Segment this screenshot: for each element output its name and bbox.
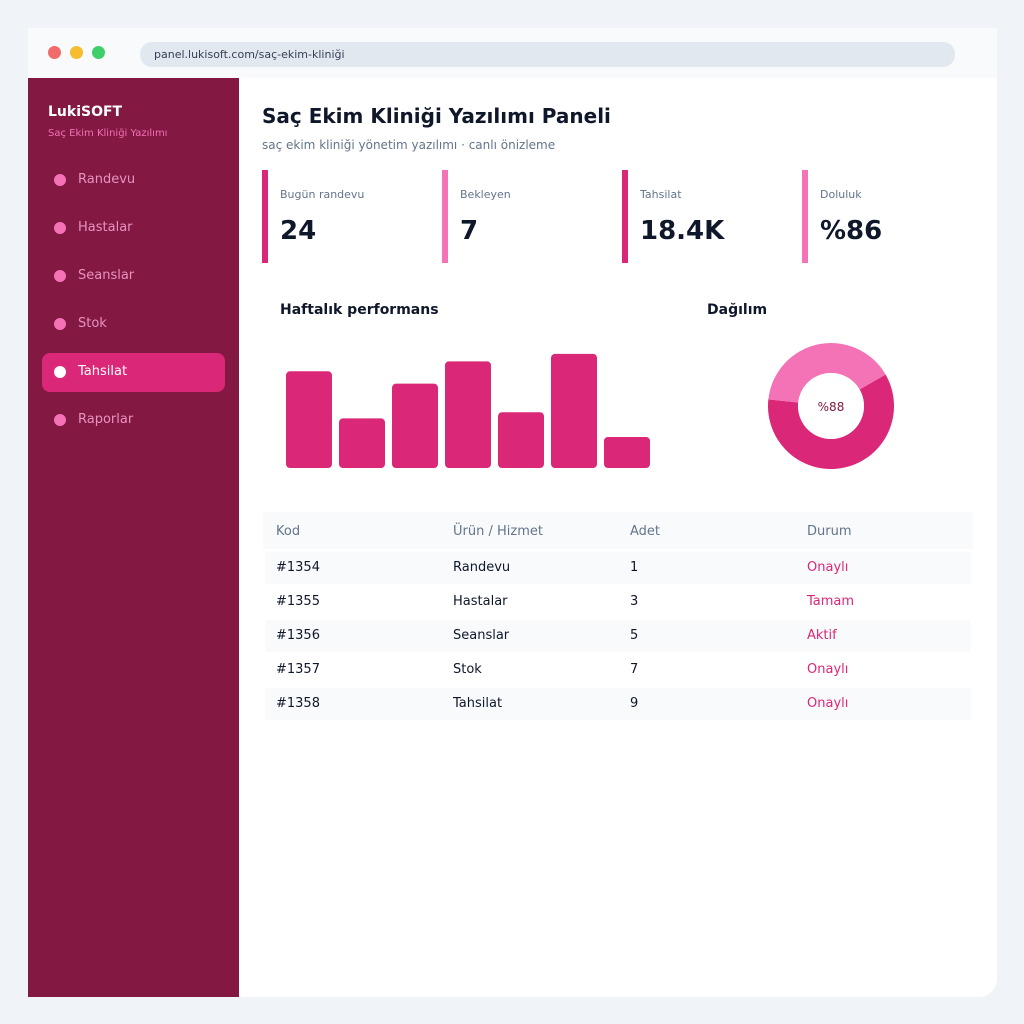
kpi-card-randevu: Bugün randevu 24 xyxy=(262,170,432,263)
brand-subtitle: Saç Ekim Kliniği Yazılımı xyxy=(48,128,168,139)
kpi-value: 7 xyxy=(460,216,479,246)
main-content: Saç Ekim Kliniği Yazılımı Paneli saç eki… xyxy=(239,78,997,997)
column-header-kod: Kod xyxy=(276,524,301,539)
kpi-accent-bar xyxy=(802,170,808,263)
close-window-button[interactable] xyxy=(48,46,61,59)
table-row[interactable]: #1357 Stok 7 Onaylı xyxy=(265,654,971,686)
kpi-card-bekleyen: Bekleyen 7 xyxy=(442,170,612,263)
donut-slice-1 xyxy=(768,374,894,469)
cell-kod: #1354 xyxy=(276,560,320,575)
minimize-window-button[interactable] xyxy=(70,46,83,59)
donut-hole xyxy=(798,373,864,439)
bar-chart-title: Haftalık performans xyxy=(280,302,439,318)
address-bar[interactable]: panel.lukisoft.com/saç-ekim-kliniği xyxy=(140,42,955,67)
cell-kod: #1358 xyxy=(276,696,320,711)
cell-durum: Onaylı xyxy=(807,696,849,711)
bar-6 xyxy=(551,353,597,468)
bullet-icon xyxy=(54,318,66,330)
table-row[interactable]: #1358 Tahsilat 9 Onaylı xyxy=(265,688,971,720)
sidebar: LukiSOFT Saç Ekim Kliniği Yazılımı Rande… xyxy=(28,78,239,997)
sidebar-item-randevu[interactable]: Randevu xyxy=(42,161,225,200)
cell-adet: 1 xyxy=(630,560,639,575)
bullet-icon xyxy=(54,270,66,282)
kpi-value: 18.4K xyxy=(640,216,725,246)
kpi-accent-bar xyxy=(622,170,628,263)
table-row[interactable]: #1354 Randevu 1 Onaylı xyxy=(265,552,971,584)
cell-kod: #1357 xyxy=(276,662,320,677)
page-subtitle: saç ekim kliniği yönetim yazılımı · canl… xyxy=(262,138,556,152)
kpi-card-tahsilat: Tahsilat 18.4K xyxy=(622,170,792,263)
bar-1 xyxy=(286,371,332,468)
kpi-card-doluluk: Doluluk %86 xyxy=(802,170,972,263)
cell-urun: Tahsilat xyxy=(453,696,503,711)
sidebar-item-stok[interactable]: Stok xyxy=(42,305,225,344)
browser-window: panel.lukisoft.com/saç-ekim-kliniği Luki… xyxy=(28,28,997,997)
sidebar-item-tahsilat[interactable]: Tahsilat xyxy=(42,353,225,392)
column-header-durum: Durum xyxy=(807,524,852,539)
donut-center-label: %88 xyxy=(818,400,845,414)
cell-durum: Onaylı xyxy=(807,560,849,575)
cell-urun: Stok xyxy=(453,662,482,677)
bullet-icon xyxy=(54,366,66,378)
kpi-accent-bar xyxy=(442,170,448,263)
bullet-icon xyxy=(54,174,66,186)
donut-slice-2 xyxy=(768,342,886,403)
kpi-value: 24 xyxy=(280,216,317,246)
bullet-icon xyxy=(54,222,66,234)
cell-adet: 5 xyxy=(630,628,639,643)
cell-durum: Aktif xyxy=(807,628,837,643)
kpi-label: Tahsilat xyxy=(640,188,682,201)
sidebar-item-raporlar[interactable]: Raporlar xyxy=(42,401,225,440)
sidebar-item-label: Hastalar xyxy=(78,220,133,235)
bar-3 xyxy=(392,383,438,468)
sidebar-item-seanslar[interactable]: Seanslar xyxy=(42,257,225,296)
cell-adet: 7 xyxy=(630,662,639,677)
cell-adet: 3 xyxy=(630,594,639,609)
donut-chart-title: Dağılım xyxy=(707,302,768,318)
maximize-window-button[interactable] xyxy=(92,46,105,59)
sidebar-item-label: Raporlar xyxy=(78,412,134,427)
cell-durum: Onaylı xyxy=(807,662,849,677)
kpi-accent-bar xyxy=(262,170,268,263)
table-header: Kod Ürün / Hizmet Adet Durum xyxy=(263,512,973,549)
bar-7 xyxy=(604,437,650,468)
bar-4 xyxy=(445,361,491,468)
kpi-label: Bekleyen xyxy=(460,188,511,201)
cell-urun: Randevu xyxy=(453,560,511,575)
cell-adet: 9 xyxy=(630,696,639,711)
column-header-adet: Adet xyxy=(630,524,661,539)
kpi-value: %86 xyxy=(820,216,883,246)
sidebar-item-label: Seanslar xyxy=(78,268,135,283)
cell-kod: #1355 xyxy=(276,594,320,609)
page-title: Saç Ekim Kliniği Yazılımı Paneli xyxy=(262,104,611,128)
sidebar-item-label: Tahsilat xyxy=(78,364,128,379)
brand-name: LukiSOFT xyxy=(48,104,123,120)
kpi-label: Bugün randevu xyxy=(280,188,365,201)
column-header-urun: Ürün / Hizmet xyxy=(453,524,543,539)
kpi-label: Doluluk xyxy=(820,188,862,201)
cell-urun: Seanslar xyxy=(453,628,510,643)
bar-2 xyxy=(339,418,385,468)
distribution-donut-chart: %88 xyxy=(768,342,894,469)
cell-kod: #1356 xyxy=(276,628,320,643)
sidebar-item-label: Randevu xyxy=(78,172,136,187)
weekly-performance-bar-chart xyxy=(286,353,650,468)
table-row[interactable]: #1356 Seanslar 5 Aktif xyxy=(265,620,971,652)
bar-5 xyxy=(498,412,544,468)
browser-titlebar: panel.lukisoft.com/saç-ekim-kliniği xyxy=(28,28,997,78)
cell-urun: Hastalar xyxy=(453,594,508,609)
table-row[interactable]: #1355 Hastalar 3 Tamam xyxy=(265,586,971,618)
cell-durum: Tamam xyxy=(807,594,855,609)
sidebar-item-hastalar[interactable]: Hastalar xyxy=(42,209,225,248)
sidebar-item-label: Stok xyxy=(78,316,107,331)
bullet-icon xyxy=(54,414,66,426)
